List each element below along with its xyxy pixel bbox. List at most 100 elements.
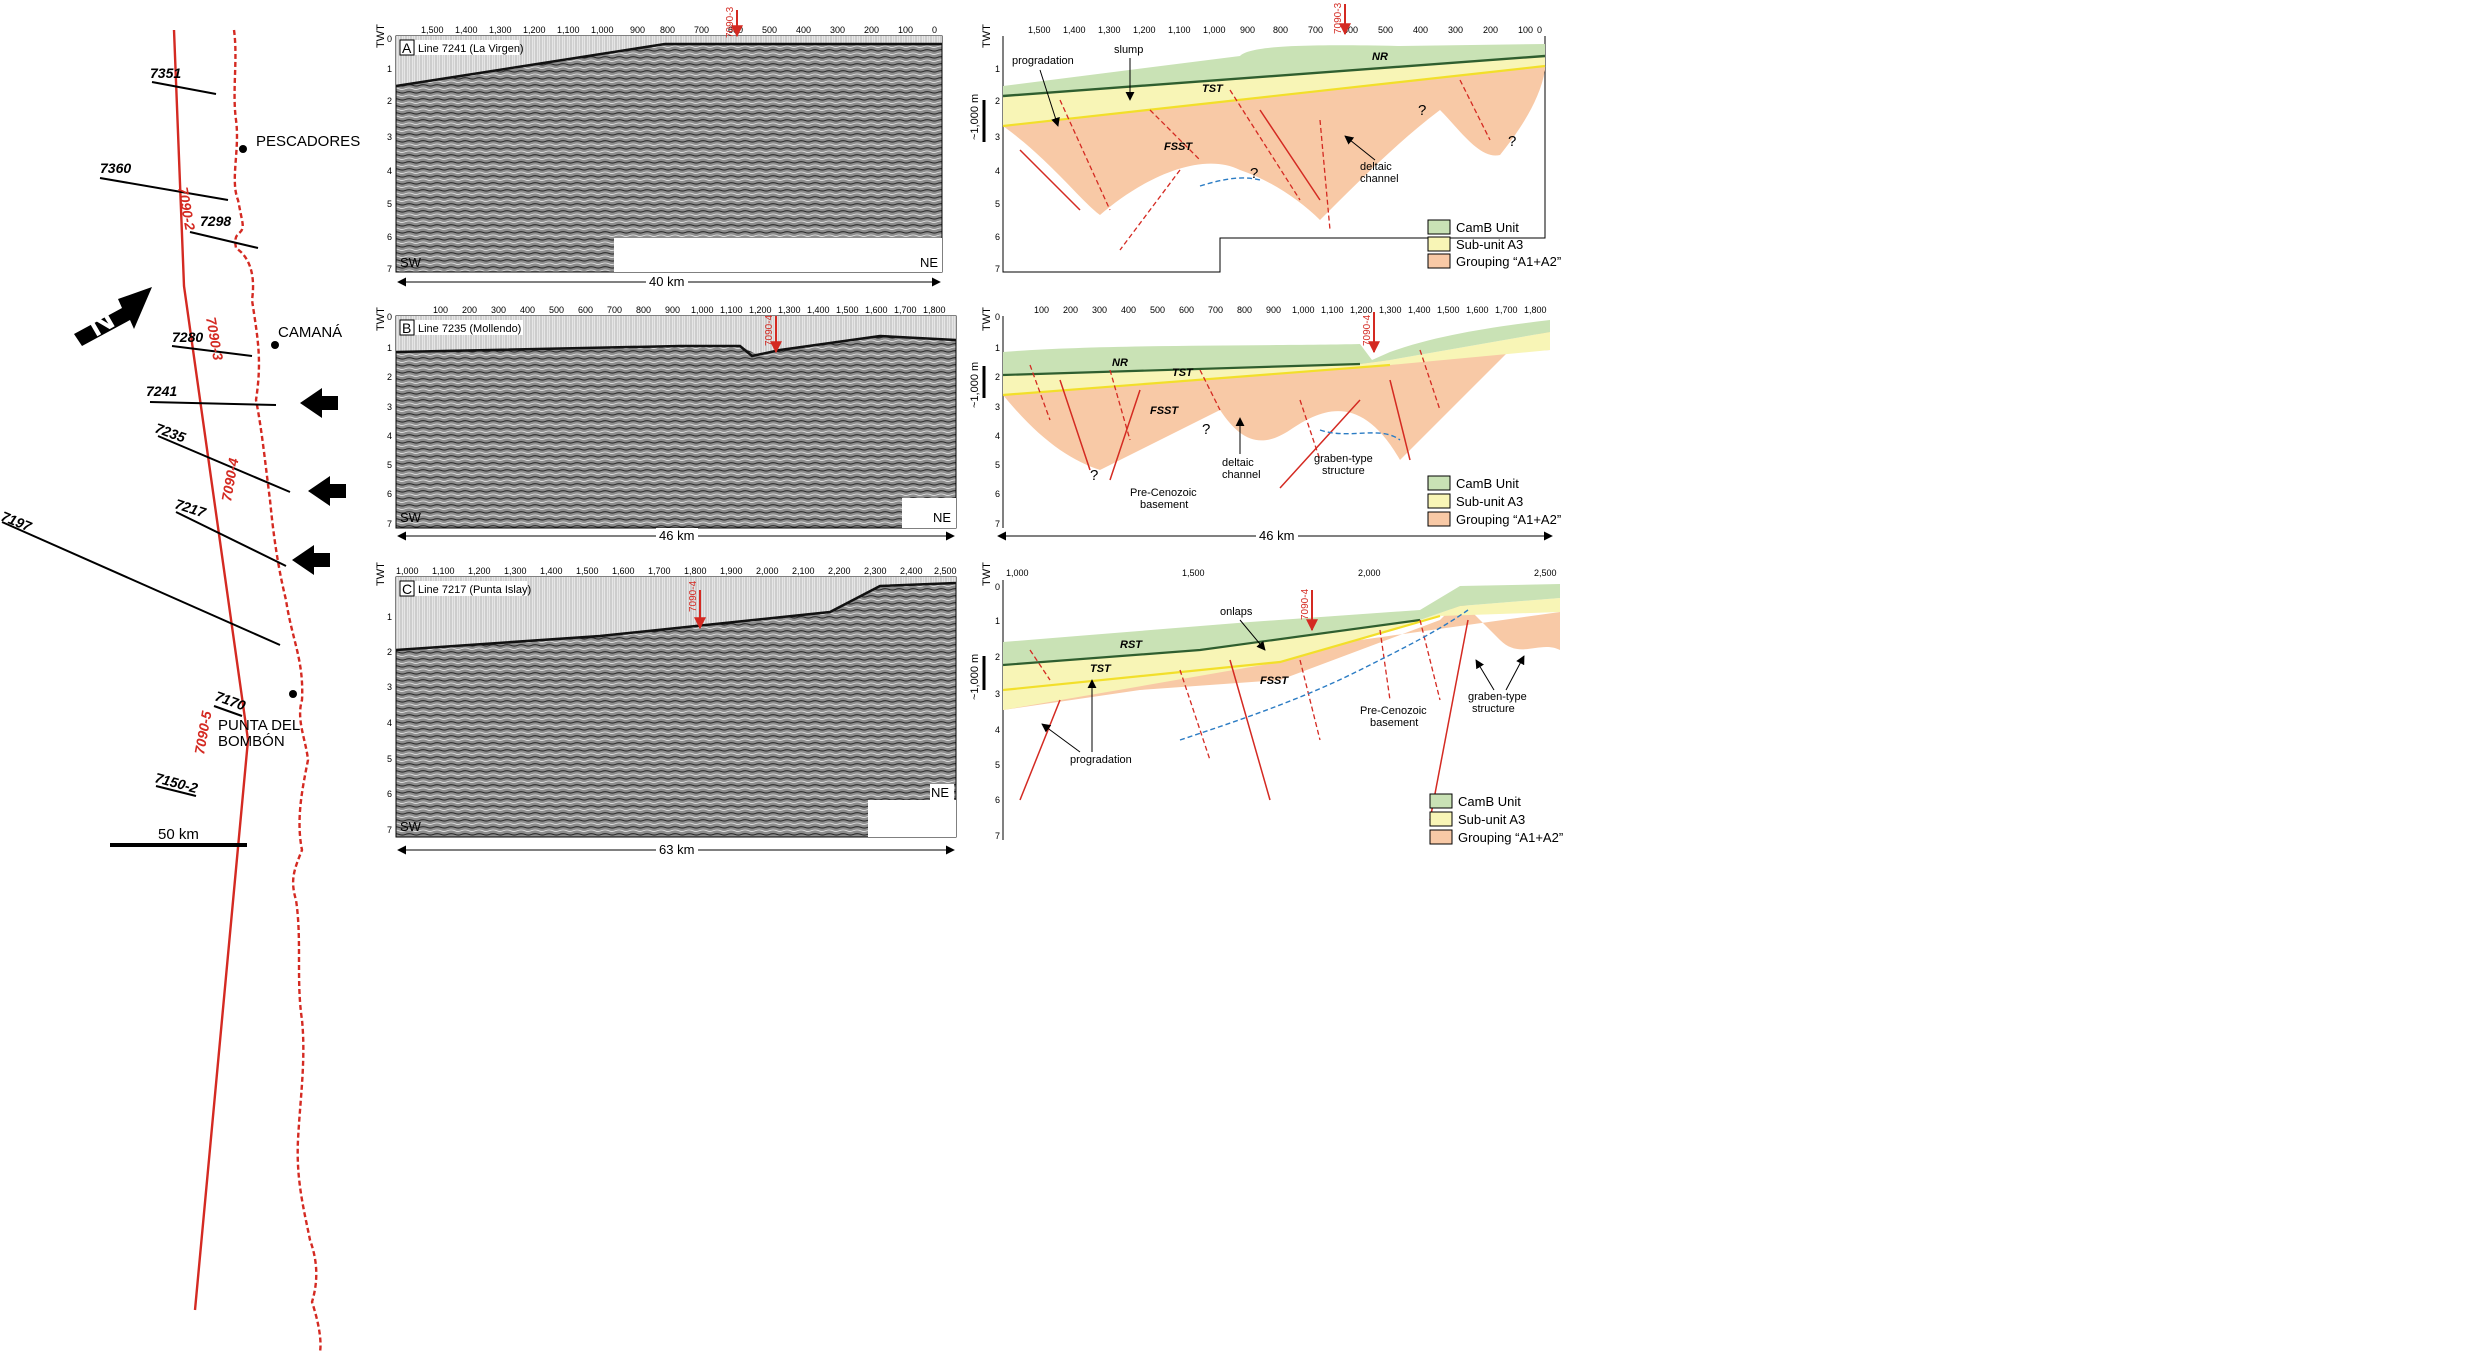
svg-text:1,000: 1,000: [691, 305, 714, 315]
interpretation-panel-c: TWT 0 1 2 3 4 5 6 7 1,000 1,500 2,000 2,500 RS…: [969, 562, 1563, 845]
label-7197: 7197: [0, 508, 35, 535]
label-7360: 7360: [100, 160, 131, 176]
svg-text:100: 100: [1518, 25, 1533, 35]
svg-text:400: 400: [796, 25, 811, 35]
panel-c-distance: 63 km: [659, 842, 694, 857]
svg-text:6: 6: [387, 489, 392, 499]
svg-text:2,000: 2,000: [1358, 568, 1381, 578]
seismic-panel-c: TWT 1 2 3 4 5 6 7 1,000 1,100 1,200 1,300 1,4…: [375, 562, 957, 857]
svg-text:600: 600: [578, 305, 593, 315]
svg-text:200: 200: [1483, 25, 1498, 35]
svg-text:1,800: 1,800: [684, 566, 707, 576]
svg-text:1,500: 1,500: [1182, 568, 1205, 578]
svg-text:0: 0: [995, 582, 1000, 592]
svg-text:5: 5: [387, 460, 392, 470]
scale-label: 50 km: [158, 826, 199, 843]
svg-text:5: 5: [995, 460, 1000, 470]
svg-text:Sub-unit A3: Sub-unit A3: [1456, 494, 1523, 509]
svg-text:300: 300: [491, 305, 506, 315]
svg-text:?: ?: [1090, 467, 1098, 484]
svg-text:1,800: 1,800: [923, 305, 946, 315]
svg-text:1,700: 1,700: [1495, 305, 1518, 315]
panel-b-letter: B: [402, 320, 411, 336]
svg-text:1,000: 1,000: [1203, 25, 1226, 35]
svg-text:2,500: 2,500: [934, 566, 957, 576]
svg-text:2: 2: [995, 96, 1000, 106]
svg-text:7: 7: [387, 264, 392, 274]
label-slump: slump: [1114, 44, 1143, 56]
svg-text:6: 6: [387, 232, 392, 242]
svg-text:NR: NR: [1112, 357, 1128, 369]
svg-text:1,500: 1,500: [421, 25, 444, 35]
town-pescadores-dot: [239, 145, 247, 153]
svg-text:Pre-Cenozoic: Pre-Cenozoic: [1130, 487, 1197, 499]
svg-text:4: 4: [995, 431, 1000, 441]
panel-b-marker: 7090-4: [764, 314, 775, 346]
svg-text:structure: structure: [1472, 703, 1515, 715]
svg-text:TST: TST: [1090, 663, 1112, 675]
svg-text:700: 700: [607, 305, 622, 315]
label-7217: 7217: [173, 496, 209, 521]
svg-text:4: 4: [995, 166, 1000, 176]
arrow-left-icon: [292, 545, 330, 575]
svg-text:100: 100: [898, 25, 913, 35]
svg-text:5: 5: [995, 199, 1000, 209]
svg-text:1,200: 1,200: [468, 566, 491, 576]
svg-text:1,100: 1,100: [432, 566, 455, 576]
twt-label: TWT: [375, 24, 387, 48]
svg-text:2,000: 2,000: [756, 566, 779, 576]
svg-text:0: 0: [1537, 25, 1542, 35]
svg-text:200: 200: [864, 25, 879, 35]
svg-text:7: 7: [387, 519, 392, 529]
svg-text:basement: basement: [1140, 499, 1188, 511]
svg-text:500: 500: [549, 305, 564, 315]
label-7150-2: 7150-2: [153, 769, 199, 796]
line-7241: [149, 401, 277, 406]
svg-text:FSST: FSST: [1260, 675, 1289, 687]
svg-text:2: 2: [387, 372, 392, 382]
label-7090-4: 7090-4: [218, 457, 241, 503]
line-7351: [151, 81, 217, 95]
svg-text:1,200: 1,200: [1350, 305, 1373, 315]
svg-text:400: 400: [1121, 305, 1136, 315]
svg-text:RST: RST: [1120, 639, 1143, 651]
svg-text:2: 2: [387, 647, 392, 657]
arrow-left-icon: [308, 476, 346, 506]
svg-text:basement: basement: [1370, 717, 1418, 729]
legend-c: CamB Unit Sub-unit A3 Grouping “A1+A2”: [1429, 793, 1563, 845]
svg-text:?: ?: [1250, 165, 1258, 182]
svg-text:7: 7: [995, 831, 1000, 841]
svg-text:100: 100: [1034, 305, 1049, 315]
svg-text:500: 500: [1378, 25, 1393, 35]
svg-text:?: ?: [1508, 133, 1516, 150]
svg-text:channel: channel: [1222, 469, 1261, 481]
svg-text:TST: TST: [1172, 367, 1194, 379]
svg-text:graben-type: graben-type: [1314, 453, 1373, 465]
svg-text:1,600: 1,600: [612, 566, 635, 576]
svg-text:1: 1: [387, 612, 392, 622]
location-map: 7351 7360 7298 7280 7241 7235 7217 7197 …: [0, 29, 360, 1353]
panel-c-letter: C: [402, 581, 412, 597]
svg-text:800: 800: [636, 305, 651, 315]
svg-text:4: 4: [387, 718, 392, 728]
label-7170: 7170: [213, 688, 248, 714]
depth-scale-a: ~1,000 m: [969, 94, 981, 140]
svg-text:900: 900: [665, 305, 680, 315]
svg-text:1,200: 1,200: [1133, 25, 1156, 35]
label-tst: TST: [1202, 83, 1224, 95]
label-7241: 7241: [146, 383, 177, 399]
svg-text:1,300: 1,300: [1098, 25, 1121, 35]
svg-text:700: 700: [1208, 305, 1223, 315]
svg-text:800: 800: [660, 25, 675, 35]
survey-line-7090: [172, 29, 250, 1311]
interp-b-distance: 46 km: [1259, 528, 1294, 543]
coastline: [232, 29, 322, 1353]
svg-text:TWT: TWT: [981, 24, 993, 48]
label-7298: 7298: [200, 213, 231, 229]
svg-text:2,200: 2,200: [828, 566, 851, 576]
svg-text:1,300: 1,300: [504, 566, 527, 576]
panel-a-letter: A: [402, 40, 412, 56]
svg-text:500: 500: [762, 25, 777, 35]
interp-c-marker: 7090-4: [1300, 588, 1311, 620]
